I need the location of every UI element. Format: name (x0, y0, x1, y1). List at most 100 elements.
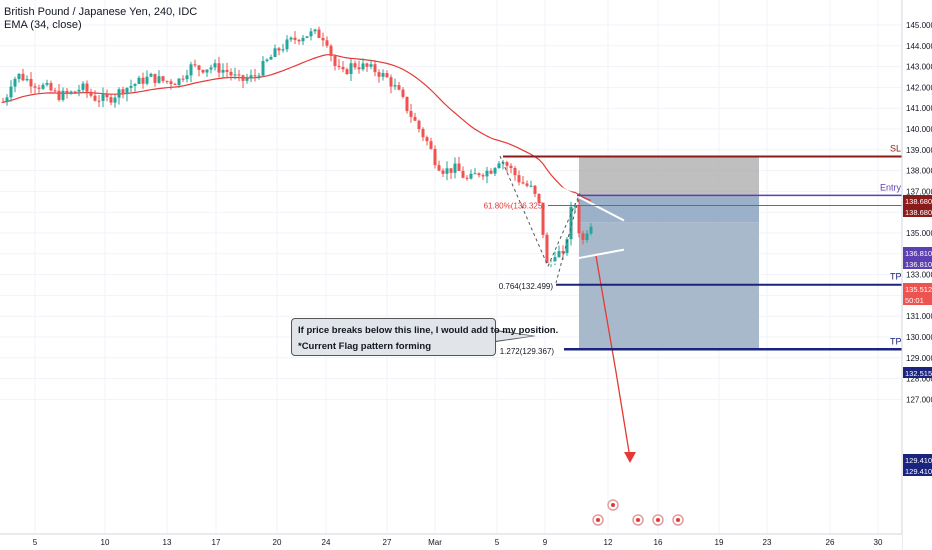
time-tick-label: 27 (383, 538, 392, 547)
candle-body (333, 55, 337, 66)
candle-body (441, 170, 445, 174)
price-tick-label: 143.000 (906, 63, 932, 72)
time-tick-label: 20 (273, 538, 282, 547)
candle-body (313, 29, 317, 32)
candle-body (421, 128, 425, 138)
price-tag-bg (903, 283, 932, 294)
candle-body (513, 167, 517, 176)
candle-body (257, 75, 261, 77)
candle-body (517, 175, 521, 183)
candle-body (309, 31, 313, 37)
candle-body (289, 37, 293, 40)
candle-body (437, 165, 441, 171)
candle-body (185, 75, 189, 80)
candle-body (261, 60, 265, 76)
candle-body (81, 83, 85, 90)
candle-body (477, 173, 481, 176)
candle-body (149, 73, 153, 77)
candle-body (581, 233, 585, 240)
annotation-callout[interactable]: If price breaks below this line, I would… (291, 318, 558, 356)
price-tag-bg (903, 206, 932, 217)
candle-body (417, 120, 421, 129)
candle-body (457, 163, 461, 171)
candle-body (9, 86, 13, 98)
candle-body (77, 89, 81, 92)
candle-body (317, 29, 321, 38)
price-tag-bg (903, 195, 932, 206)
candle-body (217, 63, 221, 73)
candle-body (473, 173, 477, 175)
price-tick-label: 138.000 (906, 167, 932, 176)
candle-body (221, 69, 225, 73)
flag-lower-line (545, 248, 625, 266)
profit-zone (579, 222, 759, 350)
price-tick-label: 133.000 (906, 271, 932, 280)
candle-body (377, 72, 381, 77)
candle-body (301, 37, 305, 42)
candle-body (273, 48, 277, 57)
callout-pointer-fill (495, 331, 532, 341)
candle-body (13, 78, 17, 87)
candle-body (357, 67, 361, 70)
candle-body (85, 83, 89, 92)
price-tick-label: 142.000 (906, 83, 932, 92)
time-tick-label: 5 (33, 538, 38, 547)
price-tag-tp: 129.410 (905, 467, 932, 476)
price-tag-current: 135.512 (905, 285, 932, 294)
indicator-label: EMA (34, close) (4, 19, 82, 31)
candle-body (281, 49, 285, 51)
candle-body (493, 168, 497, 174)
position-zones (579, 156, 759, 350)
price-tick-label: 141.000 (906, 104, 932, 113)
grid-lines (0, 0, 902, 534)
candle-body (465, 177, 469, 179)
candle-body (201, 69, 205, 73)
candle-body (173, 83, 177, 85)
candle-body (405, 96, 409, 112)
annotation-line-2: *Current Flag pattern forming (298, 341, 432, 352)
time-tick-label: 13 (163, 538, 172, 547)
event-flag-dot (676, 518, 680, 522)
price-tag-sl: 138.680 (905, 197, 932, 206)
candle-body (157, 76, 161, 83)
candle-body (285, 39, 289, 50)
drawings (499, 155, 636, 463)
candle-body (161, 76, 165, 81)
candle-body (21, 73, 25, 81)
flag-upper-line (499, 155, 625, 222)
candle-body (5, 97, 9, 103)
candle-body (469, 173, 473, 179)
time-tick-label: 24 (322, 538, 331, 547)
price-tag-tp: 132.515 (905, 369, 932, 378)
candle-body (365, 63, 369, 67)
candle-body (489, 170, 493, 174)
candle-body (209, 67, 213, 70)
fib-0764-label: 0.764(132.499) (499, 282, 554, 291)
time-tick-label: 10 (101, 538, 110, 547)
price-tick-label: 130.000 (906, 333, 932, 342)
candle-body (553, 257, 557, 263)
candle-body (337, 65, 341, 67)
candle-body (329, 45, 333, 56)
candle-body (101, 94, 105, 101)
candle-body (229, 71, 233, 76)
sl-label: SL (890, 143, 901, 153)
candle-body (557, 251, 561, 258)
candle-body (453, 163, 457, 173)
time-tick-label: 5 (495, 538, 500, 547)
candle-body (577, 205, 581, 234)
candle-body (533, 185, 537, 194)
candle-body (237, 74, 241, 76)
candle-body (181, 78, 185, 80)
candle-body (193, 64, 197, 66)
profit-zone-filled (579, 195, 759, 223)
price-tag-entry: 136.810 (905, 249, 932, 258)
candle-body (509, 165, 513, 168)
event-markers[interactable] (592, 499, 684, 526)
price-tick-label: 137.000 (906, 187, 932, 196)
fib-leg-2 (547, 193, 581, 267)
time-tick-label: 30 (874, 538, 883, 547)
level-lines: SL Entry TP TP 61.80%(136.325) 0.764(132.499)… (484, 143, 902, 356)
stop-loss-zone (579, 156, 759, 196)
